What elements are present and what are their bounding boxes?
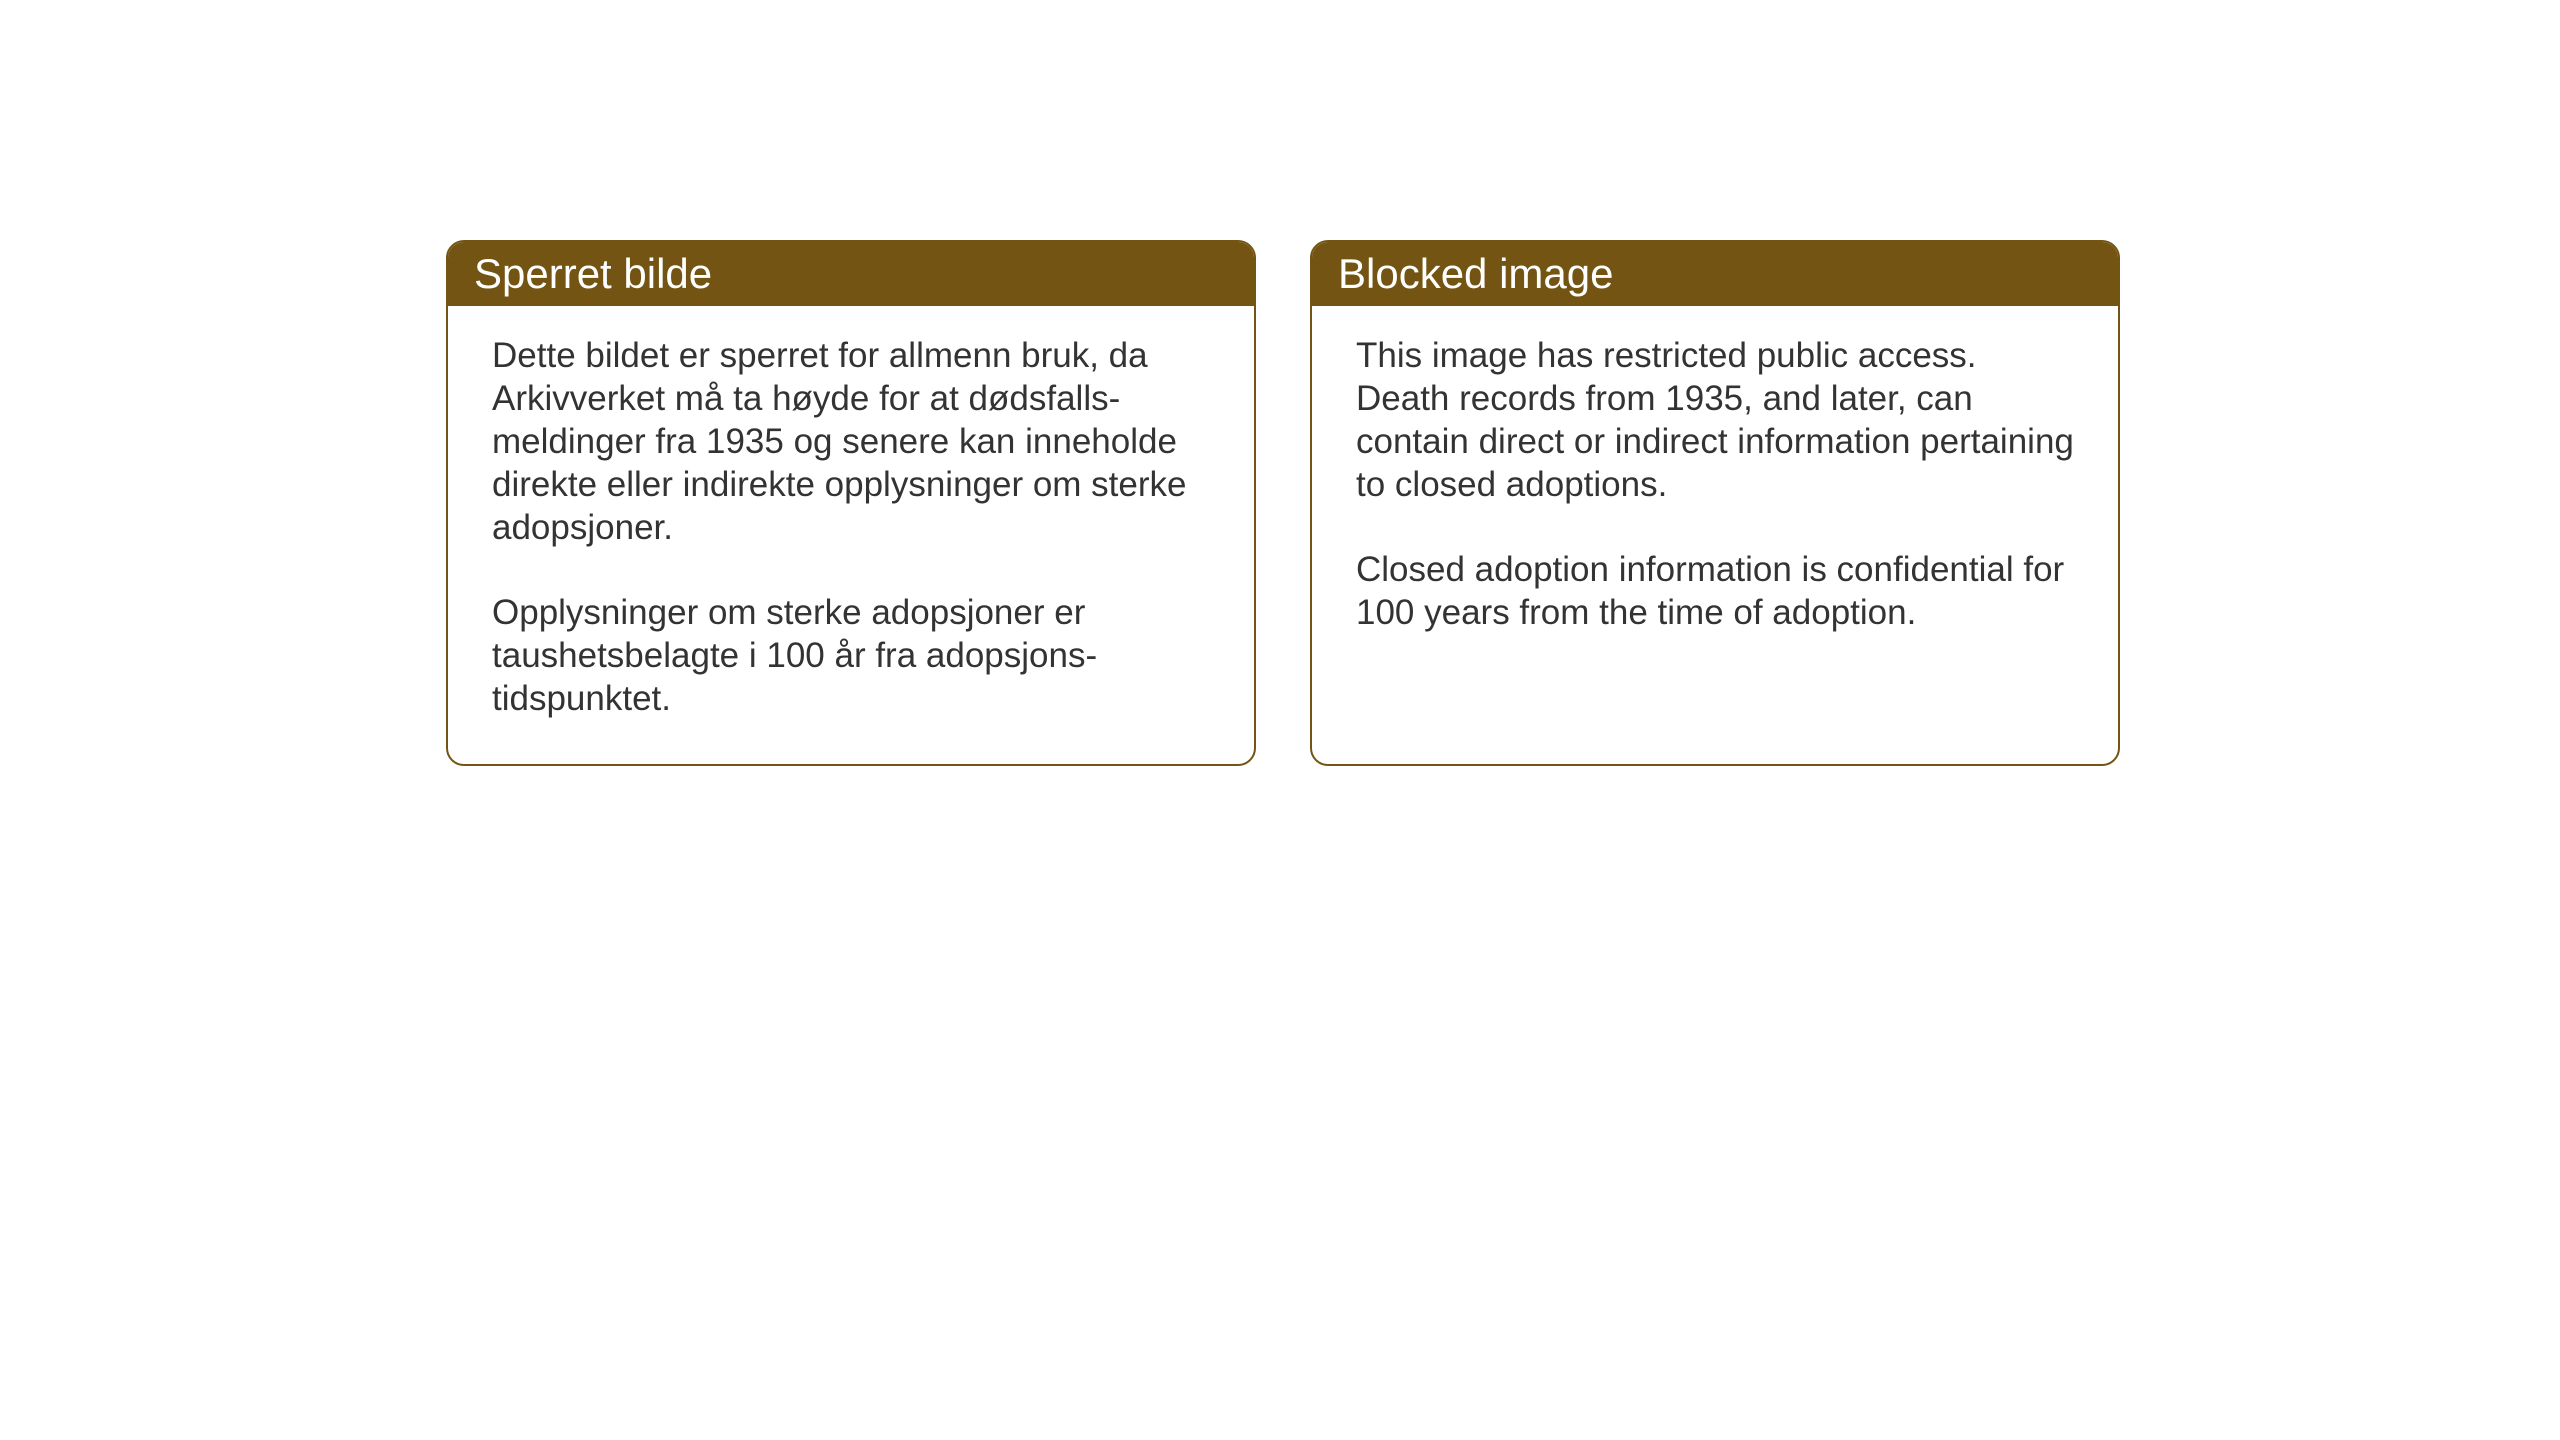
notice-card-norwegian: Sperret bilde Dette bildet er sperret fo… xyxy=(446,240,1256,766)
card-paragraph: Closed adoption information is confident… xyxy=(1356,548,2074,634)
card-body-norwegian: Dette bildet er sperret for allmenn bruk… xyxy=(448,306,1254,764)
card-title: Blocked image xyxy=(1338,250,1613,297)
card-paragraph: This image has restricted public access.… xyxy=(1356,334,2074,506)
card-header-norwegian: Sperret bilde xyxy=(448,242,1254,306)
card-title: Sperret bilde xyxy=(474,250,712,297)
card-header-english: Blocked image xyxy=(1312,242,2118,306)
notice-card-english: Blocked image This image has restricted … xyxy=(1310,240,2120,766)
card-body-english: This image has restricted public access.… xyxy=(1312,306,2118,678)
card-paragraph: Opplysninger om sterke adopsjoner er tau… xyxy=(492,591,1210,720)
card-paragraph: Dette bildet er sperret for allmenn bruk… xyxy=(492,334,1210,549)
notice-container: Sperret bilde Dette bildet er sperret fo… xyxy=(446,240,2120,766)
